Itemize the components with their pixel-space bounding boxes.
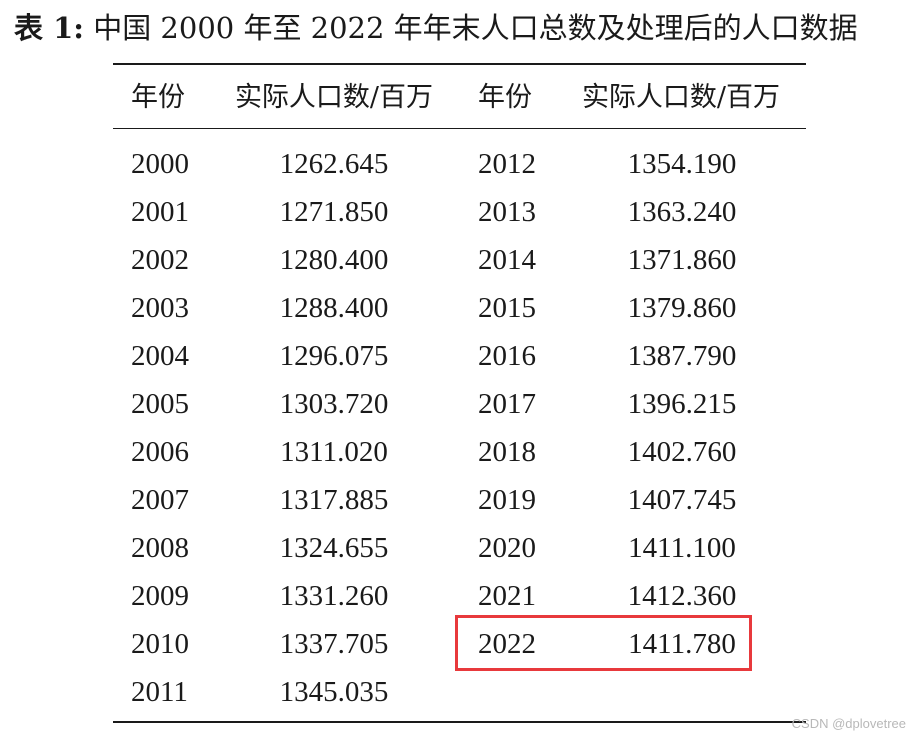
- population-cell: 1337.705: [279, 628, 389, 660]
- year-cell: 2019: [478, 484, 536, 516]
- year-cell: 2020: [478, 532, 536, 564]
- year-cell: 2003: [131, 292, 189, 324]
- caption-label: 表 1:: [14, 11, 84, 45]
- population-cell: 1402.760: [627, 436, 737, 468]
- year-cell: 2001: [131, 196, 189, 228]
- population-cell: 1296.075: [279, 340, 389, 372]
- population-cell: 1262.645: [279, 148, 389, 180]
- table-caption: 表 1: 中国 2000 年至 2022 年年末人口总数及处理后的人口数据: [14, 10, 914, 46]
- population-cell: 1396.215: [627, 388, 737, 420]
- year-cell: 2005: [131, 388, 189, 420]
- population-cell: 1303.720: [279, 388, 389, 420]
- header-population-left: 实际人口数/百万: [234, 82, 434, 113]
- year-cell: 2006: [131, 436, 189, 468]
- year-cell: 2021: [478, 580, 536, 612]
- population-cell: 1288.400: [279, 292, 389, 324]
- year-cell: 2011: [131, 676, 188, 708]
- year-cell: 2009: [131, 580, 189, 612]
- year-cell: 2017: [478, 388, 536, 420]
- year-cell: 2008: [131, 532, 189, 564]
- header-year-right: 年份: [478, 82, 532, 113]
- year-cell: 2010: [131, 628, 189, 660]
- population-cell: 1354.190: [627, 148, 737, 180]
- population-cell: 1345.035: [279, 676, 389, 708]
- population-cell: 1371.860: [627, 244, 737, 276]
- year-cell: 2016: [478, 340, 536, 372]
- population-cell: 1311.020: [280, 436, 388, 468]
- population-cell: 1271.850: [279, 196, 389, 228]
- year-cell: 2007: [131, 484, 189, 516]
- table-header-rule: [113, 128, 806, 129]
- population-cell: 1363.240: [627, 196, 737, 228]
- population-cell: 1411.100: [628, 532, 736, 564]
- header-population-right: 实际人口数/百万: [581, 82, 781, 113]
- watermark: CSDN @dplovetree: [791, 716, 906, 731]
- year-cell: 2012: [478, 148, 536, 180]
- population-cell: 1412.360: [627, 580, 737, 612]
- population-cell: 1324.655: [279, 532, 389, 564]
- population-cell: 1317.885: [279, 484, 389, 516]
- year-cell: 2000: [131, 148, 189, 180]
- population-cell: 1280.400: [279, 244, 389, 276]
- year-cell: 2018: [478, 436, 536, 468]
- header-year-left: 年份: [131, 82, 185, 113]
- year-cell: 2015: [478, 292, 536, 324]
- year-cell: 2004: [131, 340, 189, 372]
- caption-text: 中国 2000 年至 2022 年年末人口总数及处理后的人口数据: [93, 11, 858, 45]
- population-cell: 1411.780: [628, 628, 736, 660]
- highlight-box: [455, 615, 752, 671]
- year-cell: 2002: [131, 244, 189, 276]
- table-bottom-rule: [113, 721, 806, 723]
- table-top-rule: [113, 63, 806, 65]
- year-cell: 2013: [478, 196, 536, 228]
- population-cell: 1379.860: [627, 292, 737, 324]
- year-cell: 2014: [478, 244, 536, 276]
- population-cell: 1331.260: [279, 580, 389, 612]
- population-cell: 1407.745: [627, 484, 737, 516]
- population-cell: 1387.790: [627, 340, 737, 372]
- year-cell: 2022: [478, 628, 536, 660]
